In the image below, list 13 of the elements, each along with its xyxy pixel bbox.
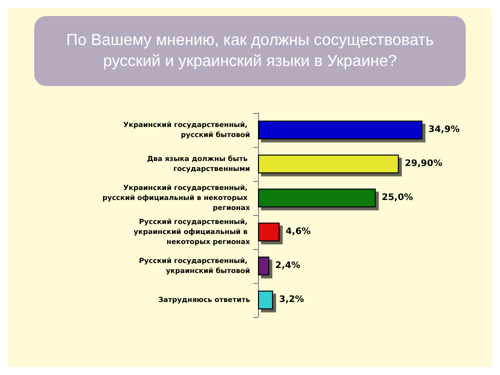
bar xyxy=(258,256,270,276)
data-label: 2,4% xyxy=(275,261,300,271)
data-label: 25,0% xyxy=(382,193,414,203)
data-label: 4,6% xyxy=(286,227,311,237)
bar xyxy=(258,120,422,140)
data-label: 3,2% xyxy=(279,295,304,305)
bar xyxy=(258,290,274,310)
data-label: 34,9% xyxy=(428,125,460,135)
chart-title: По Вашему мнению, как должны сосуществовать русский и украинский языки в Украине? xyxy=(66,32,434,70)
bar xyxy=(258,188,376,208)
bar xyxy=(258,222,280,242)
data-label: 29,90% xyxy=(404,159,442,169)
bar xyxy=(258,154,399,174)
